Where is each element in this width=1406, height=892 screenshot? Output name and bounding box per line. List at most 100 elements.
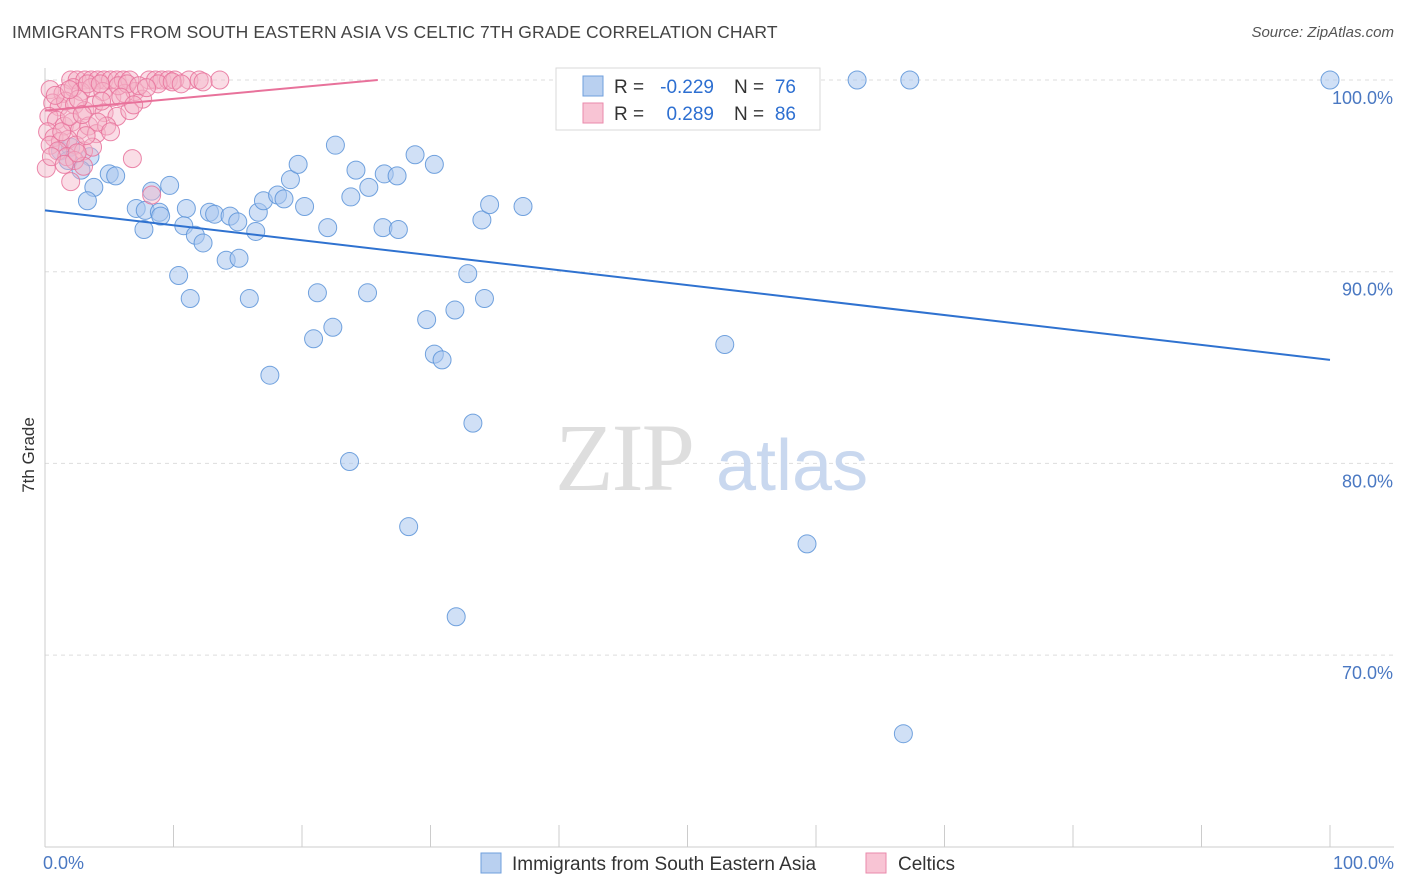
watermark-zip: ZIP [555, 404, 693, 511]
gridlines [45, 79, 1394, 656]
sea-point-51 [388, 220, 408, 240]
sea-point-64 [513, 197, 533, 217]
source-label: Source: ZipAtlas.com [1251, 24, 1394, 41]
celtics-point-61 [52, 122, 72, 142]
legend-swatch-sea [582, 75, 604, 97]
sea-point-66 [463, 413, 483, 433]
sea-point-43 [346, 160, 366, 180]
celtics-point-58 [61, 172, 81, 192]
y-tick-label-2: 80.0% [1342, 471, 1393, 491]
celtics-point-84 [124, 95, 144, 115]
sea-point-41 [325, 135, 345, 155]
celtics-point-80 [67, 143, 87, 163]
chart-title: IMMIGRANTS FROM SOUTH EASTERN ASIA VS CE… [12, 22, 778, 42]
sea-point-31 [169, 266, 189, 286]
sea-point-68 [340, 451, 360, 471]
x-tick-label-min: 0.0% [43, 853, 84, 873]
celtics-point-76 [88, 112, 108, 132]
sea-point-69 [399, 517, 419, 537]
sea-point-46 [387, 166, 407, 186]
sea-point-52 [307, 283, 327, 303]
watermark-atlas: atlas [716, 426, 868, 506]
sea-point-65 [260, 365, 280, 385]
sea-point-47 [405, 145, 425, 165]
legend-n-value-sea: 76 [775, 77, 796, 98]
celtics-point-57 [36, 158, 56, 178]
y-tick-label-1: 90.0% [1342, 280, 1393, 300]
sea-point-58 [432, 350, 452, 370]
y-tick-labels: 100.0% 90.0% 80.0% 70.0% [1332, 88, 1393, 683]
sea-point-71 [797, 534, 817, 554]
axes [44, 68, 1394, 848]
sea-point-38 [280, 170, 300, 190]
celtics-point-17 [210, 70, 230, 90]
celtics-point-71 [171, 74, 191, 94]
sea-point-2 [900, 70, 920, 90]
celtics-point-74 [59, 80, 79, 100]
celtics-point-75 [72, 105, 92, 125]
sea-point-18 [151, 206, 171, 226]
sea-point-1 [847, 70, 867, 90]
bottom-legend-label-sea: Immigrants from South Eastern Asia [512, 854, 817, 875]
sea-point-42 [341, 187, 361, 207]
sea-point-33 [239, 289, 259, 309]
sea-point-59 [445, 300, 465, 320]
sea-point-30 [229, 248, 249, 268]
sea-point-49 [318, 218, 338, 238]
celtics-point-68 [129, 76, 149, 96]
sea-point-3 [1320, 70, 1340, 90]
sea-point-54 [323, 317, 343, 337]
sea-point-70 [446, 607, 466, 627]
sea-point-40 [295, 197, 315, 217]
celtics-point-72 [193, 72, 213, 92]
celtics-point-59 [122, 149, 142, 169]
celtics-point-65 [90, 74, 110, 94]
sea-point-61 [474, 289, 494, 309]
bottom-legend: Immigrants from South Eastern Asia Celti… [480, 852, 955, 875]
trend-line-sea [44, 209, 1331, 361]
sea-point-44 [359, 177, 379, 197]
celtics-point-85 [137, 78, 157, 98]
sea-point-25 [228, 212, 248, 232]
sea-point-55 [304, 329, 324, 349]
x-tick-label-max: 100.0% [1333, 853, 1394, 873]
sea-point-63 [480, 195, 500, 215]
celtics-point-77 [101, 122, 121, 142]
y-axis-label: 7th Grade [19, 417, 38, 493]
sea-point-72 [893, 724, 913, 744]
sea-point-32 [180, 289, 200, 309]
series-celtics-points [36, 70, 230, 205]
celtics-point-69 [148, 74, 168, 94]
celtics-point-36 [120, 101, 140, 121]
sea-point-53 [358, 283, 378, 303]
celtics-point-82 [92, 91, 112, 111]
celtics-point-55 [65, 151, 85, 171]
trend-line-celtics [44, 79, 378, 112]
bottom-legend-swatch-celtics [865, 852, 887, 874]
legend-r-label-celtics: R = [614, 104, 644, 125]
celtics-point-81 [76, 126, 96, 146]
legend-r-value-celtics: 0.289 [666, 104, 714, 125]
sea-point-60 [458, 264, 478, 284]
sea-point-39 [288, 154, 308, 174]
legend-n-label-celtics: N = [734, 104, 764, 125]
sea-point-56 [417, 310, 437, 330]
bottom-legend-swatch-sea [480, 852, 502, 874]
sea-point-26 [246, 221, 266, 241]
y-tick-label-0: 100.0% [1332, 88, 1393, 108]
sea-point-37 [274, 189, 294, 209]
legend-n-label-sea: N = [734, 77, 764, 98]
legend-swatch-celtics [582, 102, 604, 124]
celtics-point-73 [45, 85, 65, 105]
series-sea-points [50, 70, 1340, 744]
sea-point-12 [77, 191, 97, 211]
legend-n-value-celtics: 86 [775, 104, 796, 125]
legend-r-value-sea: -0.229 [660, 77, 714, 98]
sea-point-28 [193, 233, 213, 253]
stats-legend: R = -0.229 N = 76 R = 0.289 N = 86 [555, 67, 821, 131]
sea-point-10 [106, 166, 126, 186]
sea-point-48 [424, 154, 444, 174]
bottom-legend-label-celtics: Celtics [898, 854, 955, 875]
sea-point-14 [160, 175, 180, 195]
